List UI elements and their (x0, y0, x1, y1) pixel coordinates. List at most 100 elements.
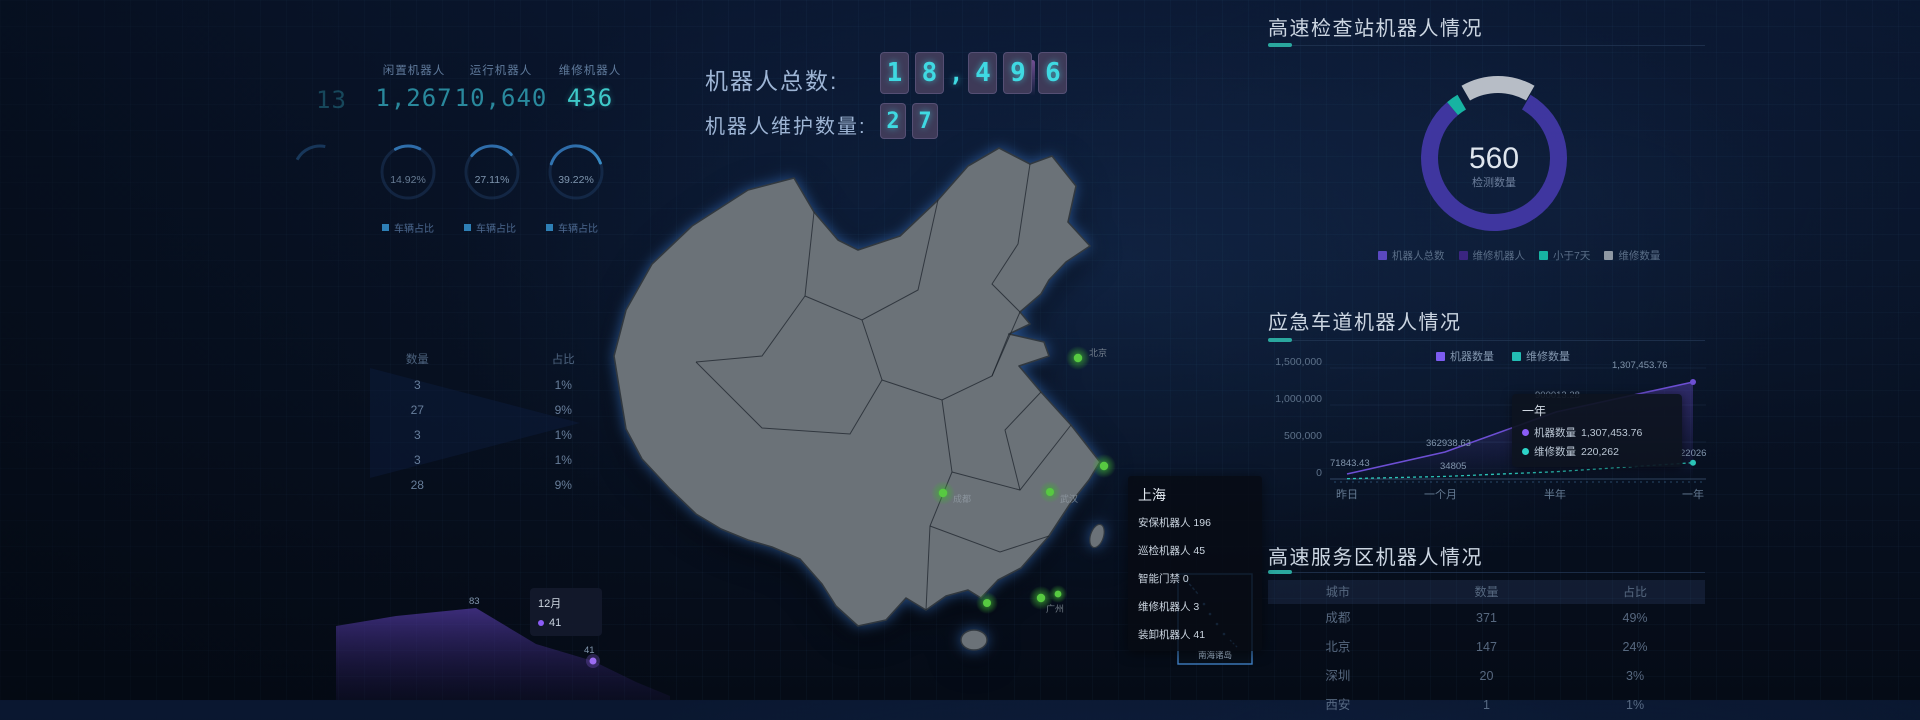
table-row: 深圳 20 3% (1268, 662, 1705, 691)
trend-tooltip: 12月 41 (530, 588, 602, 636)
map-tooltip: 上海 安保机器人 196 巡检机器人 45 智能门禁 0 维修机器人 3 装卸机… (1128, 476, 1262, 651)
donut-center-label: 检测数量 (1472, 175, 1516, 189)
y-axis-tick: 500,000 (1284, 430, 1322, 442)
tooltip-row: 巡检机器人 45 (1138, 545, 1206, 557)
tooltip-row: 41 (538, 617, 594, 629)
legend-item: 维修机器人 (1458, 248, 1526, 263)
legend-swatch-icon (1436, 351, 1445, 361)
cell: 3 (413, 428, 421, 442)
cell-city: 西安 (1325, 698, 1351, 712)
digit: 9 (1003, 52, 1033, 94)
legend-item: 维修数量 (1604, 248, 1660, 263)
col-header: 数量 (405, 354, 429, 366)
cell-ratio: 49% (1622, 611, 1648, 625)
hainan-island (960, 629, 988, 651)
col-header: 占比 (551, 354, 575, 366)
y-axis-tick: 1,000,000 (1275, 393, 1322, 405)
legend-label: 维修数量 (1526, 351, 1570, 363)
tooltip-label: 维修数量 (1534, 446, 1576, 458)
inset-label: 南海诸岛 (1198, 650, 1232, 660)
city-label: 武汉 (1060, 493, 1078, 504)
table-row: 西安 1 1% (1268, 691, 1705, 720)
point-label: 83 (469, 596, 480, 607)
series-line-maintenance (1346, 462, 1694, 480)
decor-purple-bar (1030, 60, 1035, 96)
donut-slice-teal[interactable] (1447, 94, 1466, 116)
gauge-1: 14.92% (380, 144, 436, 200)
legend-label: 车辆占比 (476, 224, 516, 235)
legend-item: 维修数量 (1512, 348, 1570, 364)
tooltip-row: 装卸机器人 41 (1138, 629, 1206, 641)
table-row: 3 1% (356, 448, 648, 473)
cell-count: 371 (1476, 611, 1497, 625)
cell-ratio: 3% (1626, 669, 1645, 683)
legend-swatch-icon (546, 224, 553, 231)
data-point[interactable] (1690, 379, 1696, 385)
series-dot-icon (538, 620, 544, 626)
title-divider (1268, 45, 1705, 46)
table-row: 成都 371 49% (1268, 604, 1705, 633)
cell-ratio: 1% (1626, 698, 1645, 712)
digit: 8 (915, 52, 944, 94)
cell: 3 (413, 453, 421, 467)
data-point[interactable] (589, 657, 597, 665)
series-dot-icon (1522, 429, 1529, 436)
robot-maintenance-value: 2 7 (880, 103, 938, 139)
service-table: 城市 数量 占比 成都 371 49% 北京 147 24% 深圳 20 3% … (1268, 580, 1705, 720)
point-label: 71843.43 (1330, 458, 1370, 469)
checkpoint-donut-chart[interactable]: 560 检测数量 (1404, 76, 1584, 246)
gauge-percent: 27.11% (475, 174, 510, 186)
marker-wuhan[interactable] (1039, 481, 1061, 503)
digit-comma: , (949, 59, 964, 87)
title-accent-bar (1268, 570, 1292, 574)
donut-slice-gray-exploded[interactable] (1461, 76, 1535, 101)
legend-item: 机器人总数 (1378, 248, 1445, 263)
legend-label: 维修数量 (1618, 250, 1661, 262)
marker-beijing[interactable] (1066, 346, 1090, 370)
gauge-row[interactable]: 14.92% 27.11% 39.22% (296, 142, 616, 204)
decor-triangle (370, 368, 580, 478)
legend-label: 机器人总数 (1392, 250, 1445, 262)
tooltip-label: 机器数量 (1534, 427, 1576, 439)
cell-city: 成都 (1325, 611, 1351, 625)
x-axis-tick: 半年 (1544, 489, 1566, 501)
data-point[interactable] (1690, 459, 1696, 466)
y-axis-tick: 0 (1316, 467, 1322, 479)
legend-item: 小于7天 (1539, 248, 1590, 263)
title-accent-bar (1268, 43, 1292, 47)
table-row: 北京 147 24% (1268, 633, 1705, 662)
table-header-row: 城市 数量 占比 (1268, 580, 1705, 604)
legend-swatch-icon (1539, 251, 1548, 260)
table-row: 3 1% (356, 373, 648, 398)
map-landmass (613, 147, 1105, 651)
point-label: 34805 (1440, 461, 1466, 472)
legend-swatch-icon (1512, 351, 1521, 361)
digit: 6 (1038, 52, 1068, 94)
tooltip-row: 机器数量 1,307,453.76 (1522, 425, 1672, 440)
data-point-glow (586, 654, 600, 668)
robot-total-label: 机器人总数: (705, 68, 839, 94)
tooltip-value: 41 (549, 617, 562, 629)
legend-swatch-icon (382, 224, 389, 231)
taiwan-island (1089, 523, 1105, 549)
trend-area-chart[interactable]: 83 41 (336, 556, 670, 700)
marker-shanghai[interactable] (1092, 454, 1116, 478)
marker-chengdu[interactable] (931, 481, 955, 505)
tooltip-row: 智能门禁 0 (1138, 573, 1189, 585)
checkpoint-panel-title: 高速检查站机器人情况 (1268, 18, 1483, 40)
point-label: 1,307,453.76 (1612, 360, 1667, 371)
marker-nanning[interactable] (976, 592, 998, 614)
digit: 4 (968, 52, 998, 94)
robot-markers[interactable] (931, 346, 1116, 614)
cell: 1% (554, 453, 572, 467)
marker-guangzhou[interactable] (1029, 585, 1067, 610)
table-header-row: 数量 占比 (356, 348, 648, 373)
point-label: 41 (584, 645, 595, 656)
cell: 3 (413, 378, 421, 392)
table-row: 28 9% (356, 473, 648, 498)
legend-label: 维修机器人 (1472, 250, 1526, 262)
emergency-panel-title: 应急车道机器人情况 (1268, 312, 1462, 334)
col-header: 数量 (1474, 585, 1499, 599)
legend-label: 车辆占比 (558, 224, 598, 235)
